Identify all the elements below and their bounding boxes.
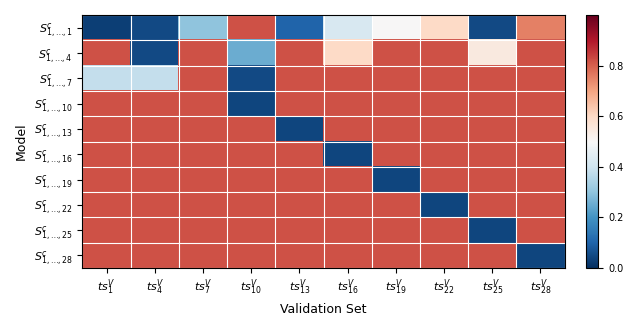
Y-axis label: Model: Model	[15, 123, 28, 161]
X-axis label: Validation Set: Validation Set	[280, 303, 367, 316]
